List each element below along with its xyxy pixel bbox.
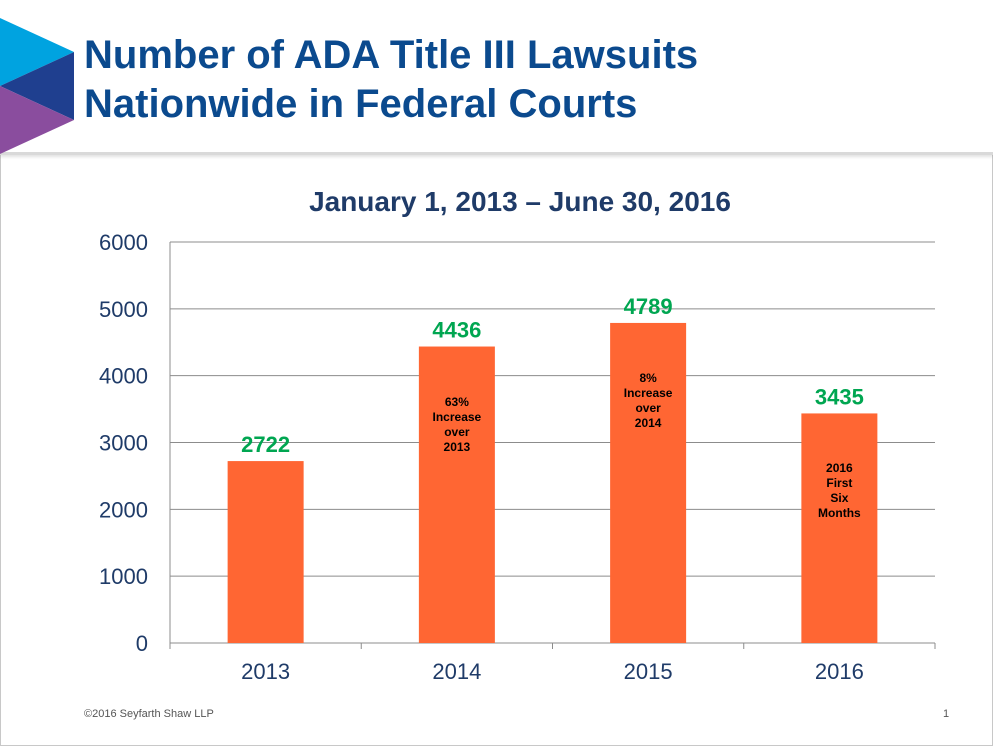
bar-annotation: 63% Increase over 2013 — [419, 395, 495, 455]
x-tick-label: 2016 — [815, 659, 864, 684]
x-tick-label: 2014 — [432, 659, 481, 684]
bar-annotation-line: Increase — [432, 409, 482, 424]
bar-annotation-line: First — [826, 476, 853, 491]
bar-annotation-line: 8% — [639, 370, 657, 385]
slide-title-line-2: Nationwide in Federal Courts — [84, 82, 638, 126]
copyright-footer: ©2016 Seyfarth Shaw LLP — [84, 708, 214, 720]
y-tick-label: 4000 — [99, 364, 148, 389]
bar-annotation: 2016 First Six Months — [801, 461, 877, 521]
x-tick-label: 2013 — [241, 659, 290, 684]
data-label: 4436 — [432, 318, 481, 343]
header-band: Number of ADA Title III Lawsuits Nationw… — [0, 0, 993, 155]
bar — [227, 461, 304, 643]
bar-annotation-line: Six — [830, 491, 849, 506]
page-number: 1 — [943, 708, 950, 720]
y-tick-label: 2000 — [99, 497, 148, 522]
logo-cyan-shape — [0, 18, 74, 86]
y-tick-label: 1000 — [99, 564, 148, 589]
y-tick-label: 5000 — [99, 297, 148, 322]
bar-annotation-line: 2013 — [443, 439, 471, 454]
bar-annotation-line: 2014 — [634, 415, 662, 430]
y-tick-label: 0 — [136, 631, 148, 656]
bar-annotation-line: Increase — [623, 385, 673, 400]
bar-annotation-line: over — [444, 424, 470, 439]
slide-title-line-1: Number of ADA Title III Lawsuits — [84, 33, 699, 77]
y-tick-label: 3000 — [99, 431, 148, 456]
bar — [801, 413, 878, 643]
logo-purple-shape — [0, 86, 74, 154]
bar-annotation-line: 2016 — [826, 461, 853, 476]
slide-title: Number of ADA Title III Lawsuits Nationw… — [84, 31, 964, 129]
bar-annotation-line: over — [635, 400, 661, 415]
bar-annotation: 8% Increase over 2014 — [610, 371, 686, 431]
bar-annotation-line: Months — [818, 506, 861, 521]
chart-title: January 1, 2013 – June 30, 2016 — [309, 186, 731, 217]
data-label: 4789 — [624, 294, 673, 319]
bar — [610, 322, 687, 643]
bar-annotation-line: 63% — [444, 394, 469, 409]
x-tick-label: 2015 — [624, 659, 673, 684]
logo-blue-shape — [0, 52, 74, 120]
data-label: 2722 — [241, 432, 290, 457]
data-label: 3435 — [815, 384, 864, 409]
bar — [418, 346, 495, 643]
company-logo — [0, 18, 74, 154]
y-tick-label: 6000 — [99, 230, 148, 255]
